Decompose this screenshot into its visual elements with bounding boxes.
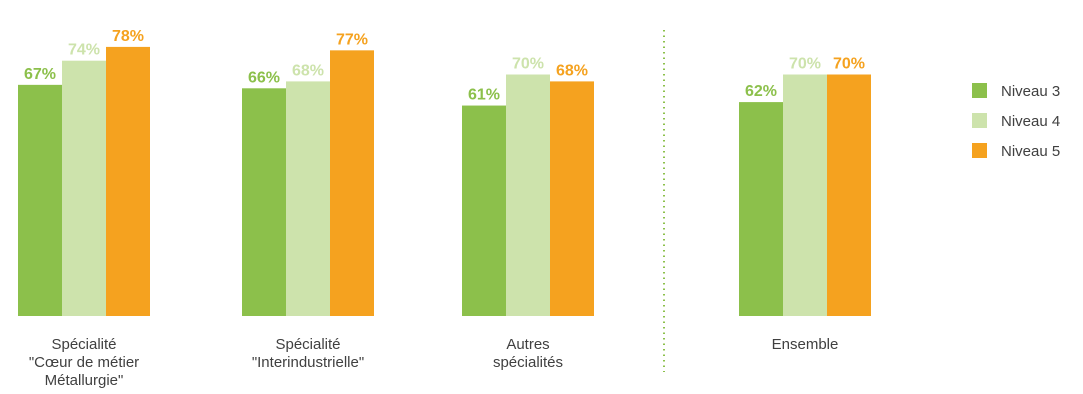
bar-niveau-4-3 — [506, 74, 550, 316]
value-label-niveau-4-3: 70% — [512, 56, 544, 73]
legend: Niveau 3 Niveau 4 Niveau 5 — [972, 83, 1060, 160]
bar-niveau-4-2 — [286, 81, 330, 317]
category-label-line: Métallurgie" — [45, 372, 124, 389]
bar-niveau-4-1 — [62, 60, 106, 317]
category-label-line: Spécialité — [51, 336, 116, 353]
bar-niveau-4-4 — [783, 74, 827, 316]
value-label-niveau-3-1: 67% — [24, 66, 56, 83]
category-label-line: spécialités — [493, 354, 563, 371]
bar-niveau-5-1 — [106, 46, 150, 317]
value-label-niveau-4-4: 70% — [789, 56, 821, 73]
value-labels-layer: 67% 74% 78% 66% 68% 77% 61% 70% 68% 62% 70% 70% — [24, 28, 865, 104]
legend-swatch-niveau-3 — [972, 83, 987, 98]
value-label-niveau-3-3: 61% — [468, 87, 500, 104]
value-label-niveau-4-1: 74% — [68, 42, 100, 59]
bar-niveau-3-3 — [462, 105, 506, 316]
bar-niveau-3-4 — [739, 102, 783, 316]
legend-label-niveau-5: Niveau 5 — [1001, 143, 1060, 160]
category-label-4: Ensemble — [772, 336, 839, 353]
bar-niveau-5-3 — [550, 81, 594, 317]
category-label-line: Spécialité — [275, 336, 340, 353]
bar-niveau-5-4 — [827, 74, 871, 316]
category-label-3: Autres spécialités — [493, 336, 563, 371]
legend-swatch-niveau-5 — [972, 143, 987, 158]
bar-niveau-5-2 — [330, 50, 374, 316]
value-label-niveau-3-4: 62% — [745, 83, 777, 100]
category-label-line: "Cœur de métier — [29, 354, 139, 371]
value-label-niveau-5-1: 78% — [112, 28, 144, 45]
legend-label-niveau-4: Niveau 4 — [1001, 113, 1060, 130]
category-labels-layer: Spécialité "Cœur de métier Métallurgie"Spé… — [29, 336, 839, 389]
value-label-niveau-4-2: 68% — [292, 62, 324, 79]
value-label-niveau-5-3: 68% — [556, 62, 588, 79]
value-label-niveau-5-4: 70% — [833, 56, 865, 73]
category-label-2: Spécialité "Interindustrielle" — [252, 336, 364, 371]
legend-swatch-niveau-4 — [972, 113, 987, 128]
value-label-niveau-5-2: 77% — [336, 31, 368, 48]
category-label-line: "Interindustrielle" — [252, 354, 364, 371]
category-label-line: Ensemble — [772, 336, 839, 353]
category-label-line: Autres — [506, 336, 549, 353]
bars-layer — [18, 46, 871, 317]
bar-niveau-3-2 — [242, 88, 286, 316]
bar-niveau-3-1 — [18, 84, 62, 316]
value-label-niveau-3-2: 66% — [248, 69, 280, 86]
legend-label-niveau-3: Niveau 3 — [1001, 83, 1060, 100]
category-label-1: Spécialité "Cœur de métier Métallurgie" — [29, 336, 139, 389]
